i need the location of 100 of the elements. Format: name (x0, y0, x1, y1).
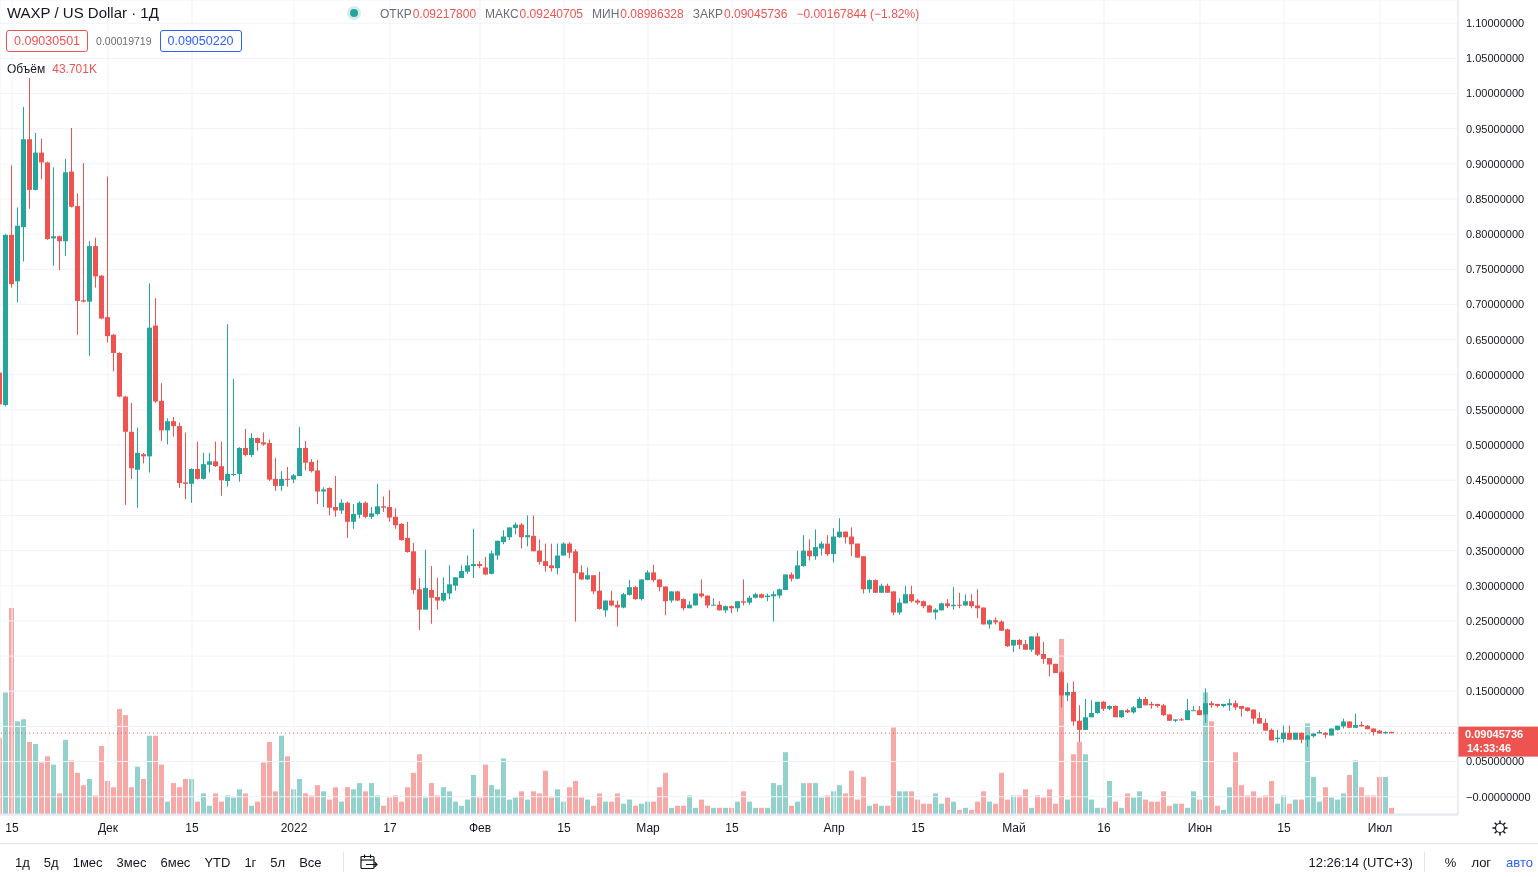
text: % (1444, 854, 1457, 870)
candlestick (825, 534, 830, 557)
candlestick (243, 428, 248, 457)
x-tick-label: 16 (1097, 820, 1111, 835)
x-tick-label: Фев (468, 820, 492, 835)
text: 3мес (116, 854, 147, 870)
y-tick-label: 0.55000000 (1466, 403, 1525, 416)
candlestick (321, 486, 326, 508)
annotation: МИН (592, 6, 620, 22)
x-tick-label: Дек (97, 820, 119, 835)
bar (1383, 776, 1388, 814)
y-tick-label: 0.75000000 (1466, 263, 1525, 276)
bar (141, 778, 146, 814)
annotation: 0.09050220 (159, 30, 242, 52)
text: лог (1471, 854, 1492, 870)
candlestick (711, 597, 716, 606)
bar (87, 778, 92, 814)
candlestick (279, 470, 284, 492)
bar (423, 797, 428, 814)
candlestick (615, 600, 620, 628)
bar (27, 741, 32, 814)
candlestick (171, 416, 176, 438)
text: 14:33:46 (1467, 742, 1512, 755)
candlestick (213, 441, 218, 468)
y-tick-label: 0.45000000 (1466, 474, 1525, 487)
text: 1мес (72, 854, 103, 870)
y-tick-label: 1.10000000 (1466, 17, 1525, 30)
candlestick (57, 235, 62, 271)
bar (945, 797, 950, 814)
x-tick-label: 15 (185, 820, 199, 835)
x-tick-label: 15 (911, 820, 925, 835)
bar (1347, 774, 1352, 814)
candlestick (345, 500, 350, 539)
bar (585, 799, 590, 814)
candlestick (591, 574, 596, 595)
y-tick-label: 0.70000000 (1466, 298, 1525, 311)
bar (363, 791, 368, 814)
candlestick (1203, 687, 1208, 724)
text: 6мес (160, 854, 191, 870)
y-tick-label: −0.00000000 (1466, 790, 1531, 803)
annotation: 0.08986328 (620, 6, 684, 22)
x-tick-label: 2022 (280, 820, 308, 835)
candlestick (423, 549, 428, 611)
candlestick (531, 514, 536, 552)
bar (147, 735, 152, 814)
y-tick-label: 1.00000000 (1466, 87, 1525, 100)
x-tick-label: 15 (557, 820, 571, 835)
candlestick (249, 432, 254, 458)
annotation: 0.09045736 (723, 6, 788, 22)
x-tick-label: 17 (383, 820, 397, 835)
candlestick (849, 526, 854, 557)
candlestick (555, 543, 560, 576)
bar (825, 795, 830, 814)
bar (285, 756, 290, 814)
bar (3, 692, 8, 814)
bar (741, 791, 746, 814)
y-tick-label: 0.95000000 (1466, 122, 1525, 135)
candlestick (189, 467, 194, 504)
candlestick (165, 417, 170, 445)
candlestick (39, 138, 44, 180)
bar (519, 791, 524, 814)
bar (525, 799, 530, 814)
candlestick (831, 527, 836, 564)
bar (1065, 799, 1070, 814)
annotation: 0.00019719 (95, 34, 153, 49)
candlestick (525, 514, 530, 547)
x-tick-label: Апр (823, 820, 845, 835)
text: 5д (43, 854, 59, 870)
text: авто (1506, 854, 1533, 870)
x-tick-label: Мар (636, 820, 661, 835)
y-tick-label: 0.05000000 (1466, 755, 1525, 768)
bar (345, 787, 350, 814)
y-tick-label: 0.15000000 (1466, 685, 1525, 698)
bar (57, 793, 62, 814)
y-tick-label: 0.65000000 (1466, 333, 1525, 346)
annotation: ЗАКР (692, 6, 723, 22)
bar (1353, 760, 1358, 814)
bar (135, 766, 140, 814)
chart-title: Объём (7, 61, 46, 77)
candlestick (195, 441, 200, 481)
y-tick-label: 0.60000000 (1466, 368, 1525, 381)
x-tick-label: Июл (1367, 820, 1393, 835)
x-tick-label: 15 (725, 820, 739, 835)
bar (1299, 799, 1304, 814)
bar (1293, 799, 1298, 814)
text: Все (299, 854, 322, 870)
y-tick-label: 0.35000000 (1466, 544, 1525, 557)
ref-line-label: 0.09045736 (1465, 728, 1524, 741)
y-tick-label: 0.80000000 (1466, 228, 1525, 241)
chart-title: WAXP / US Dollar · 1Д (7, 4, 159, 22)
annotation: 0.09240705 (519, 6, 584, 22)
y-tick-label: 0.25000000 (1466, 614, 1525, 627)
text: 1г (244, 854, 257, 870)
bar (321, 791, 326, 814)
candlestick (51, 166, 56, 267)
bar (63, 739, 68, 814)
annotation: МАКС (485, 6, 519, 22)
text: 12:26:14 (UTC+3) (1308, 854, 1413, 870)
x-tick-label: Июн (1187, 820, 1213, 835)
candlestick (219, 441, 224, 497)
